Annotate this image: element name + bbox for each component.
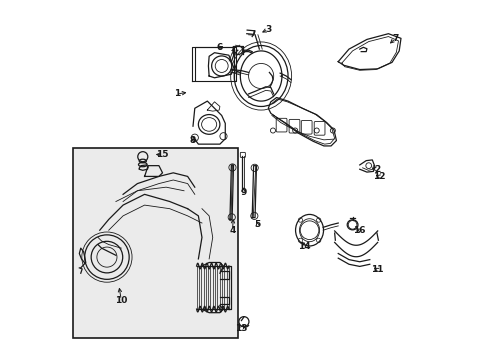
Text: 11: 11 xyxy=(371,265,384,274)
Text: 13: 13 xyxy=(235,324,247,333)
Text: 12: 12 xyxy=(373,172,386,181)
Text: 14: 14 xyxy=(298,242,311,251)
Text: 4: 4 xyxy=(229,226,236,235)
Text: 5: 5 xyxy=(254,220,261,229)
Text: 2: 2 xyxy=(374,165,381,174)
Text: 3: 3 xyxy=(265,25,271,34)
Text: 6: 6 xyxy=(217,43,223,52)
Text: 9: 9 xyxy=(240,188,246,197)
Text: 8: 8 xyxy=(190,136,196,145)
Text: 7: 7 xyxy=(392,34,399,43)
Text: 15: 15 xyxy=(156,150,169,159)
Text: 10: 10 xyxy=(115,296,127,305)
Text: 1: 1 xyxy=(174,89,180,98)
Bar xyxy=(73,148,238,338)
Text: 16: 16 xyxy=(353,226,366,235)
